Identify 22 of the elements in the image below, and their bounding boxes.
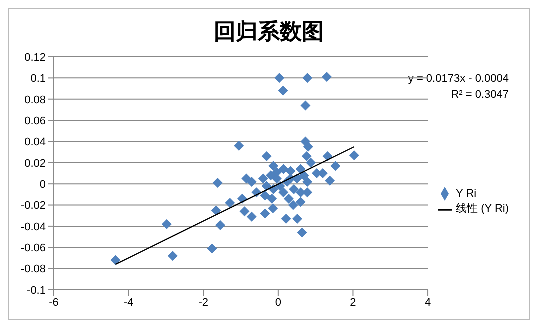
text: R² = 0.3047 (450, 88, 509, 103)
y-tick-label: 0.08 (24, 94, 46, 106)
y-tick-label: 0.02 (24, 158, 46, 170)
x-tick-label: 0 (275, 296, 282, 309)
x-tick-label: 4 (424, 296, 432, 309)
y-tick-label: -0.06 (20, 242, 46, 255)
x-tick-label: -4 (124, 296, 134, 309)
y-tick-label: -0.08 (20, 264, 46, 276)
x-tick-label: -6 (49, 296, 59, 309)
y-tick-label: 0.1 (30, 73, 46, 86)
y-tick-label: 0.04 (24, 136, 46, 149)
chart-title: 回归系数图 (213, 19, 325, 47)
legend-label: 线性 (Y Ri) (456, 203, 509, 216)
y-tick-label: -0.1 (27, 284, 46, 297)
y-tick-label: -0.04 (20, 221, 46, 234)
x-tick-label: -2 (198, 296, 209, 309)
y-tick-label: 0.06 (24, 115, 46, 128)
y-tick-label: -0.02 (20, 200, 46, 212)
x-tick-label: 2 (350, 296, 356, 309)
legend-label: Y Ri (456, 188, 477, 200)
y-tick-label: 0.12 (24, 52, 46, 64)
y-tick-label: 0 (40, 178, 46, 191)
